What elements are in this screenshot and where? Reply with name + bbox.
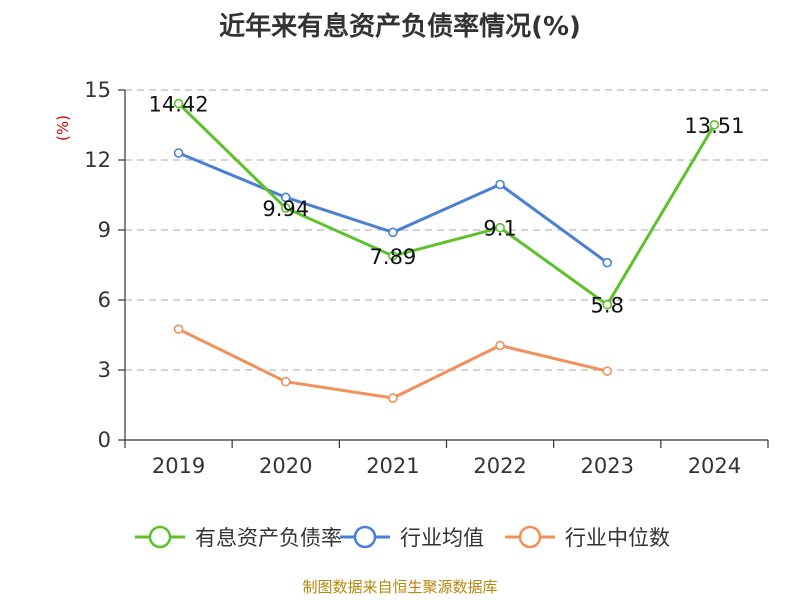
x-tick-label: 2019: [152, 454, 205, 478]
legend-item-2[interactable]: 行业中位数: [505, 525, 670, 550]
y-tick-label: 6: [98, 288, 111, 312]
data-point: [495, 340, 505, 351]
legend-marker: [148, 525, 172, 549]
data-label: 13.51: [684, 114, 744, 138]
y-tick-label: 0: [98, 428, 111, 452]
data-point: [280, 192, 291, 203]
data-label: 14.42: [149, 93, 209, 117]
data-point: [280, 376, 291, 387]
legend-label: 行业中位数: [565, 526, 670, 550]
series-line: [177, 102, 716, 307]
y-tick-label: 12: [84, 148, 111, 172]
data-point: [280, 203, 291, 213]
axes: 0 3 6 9 12 15 (%) 2019 2020 2021 2022 2023 2024: [54, 78, 769, 478]
y-tick-label: 3: [98, 358, 111, 382]
data-point: [495, 179, 505, 190]
y-tick-label: 15: [84, 78, 111, 102]
data-label: 9.94: [262, 197, 309, 221]
legend-marker: [518, 525, 542, 549]
legend: 有息资产负债率 行业均值 行业中位数: [135, 525, 670, 550]
legend-item-1[interactable]: 行业均值: [340, 525, 484, 550]
grid-lines: [125, 89, 768, 371]
x-tick-label: 2024: [688, 454, 741, 478]
legend-label: 行业均值: [400, 526, 484, 550]
data-point: [173, 98, 184, 109]
data-point: [602, 366, 613, 376]
y-tick-label: 9: [98, 218, 111, 242]
series-0: [173, 98, 720, 310]
x-tick-label: 2022: [473, 454, 526, 478]
data-point: [173, 148, 184, 158]
data-label: 9.1: [483, 217, 516, 241]
x-tick-label: 2020: [259, 454, 312, 478]
data-point: [495, 222, 505, 233]
data-point: [388, 227, 398, 238]
data-source-note: 制图数据来自恒生聚源数据库: [302, 578, 498, 596]
chart-title: 近年来有息资产负债率情况(%): [219, 12, 581, 42]
data-point: [602, 299, 613, 310]
x-tick-label: 2021: [366, 454, 419, 478]
legend-label: 有息资产负债率: [195, 526, 342, 550]
data-point: [388, 251, 398, 261]
data-point: [173, 324, 184, 334]
data-label: 5.8: [591, 294, 624, 318]
data-labels: 14.42 9.94 7.89 9.1 5.8 13.51: [149, 93, 745, 318]
series-2: [173, 324, 613, 403]
data-label: 7.89: [370, 245, 417, 269]
legend-item-0[interactable]: 有息资产负债率: [135, 525, 342, 550]
series-line: [177, 327, 608, 400]
x-tick-label: 2023: [581, 454, 634, 478]
data-point: [388, 393, 398, 403]
data-point: [709, 119, 720, 130]
series-layer: [173, 98, 720, 403]
series-1: [173, 148, 613, 268]
y-axis-unit: (%): [54, 115, 72, 141]
data-point: [602, 257, 613, 268]
legend-marker: [353, 525, 377, 549]
